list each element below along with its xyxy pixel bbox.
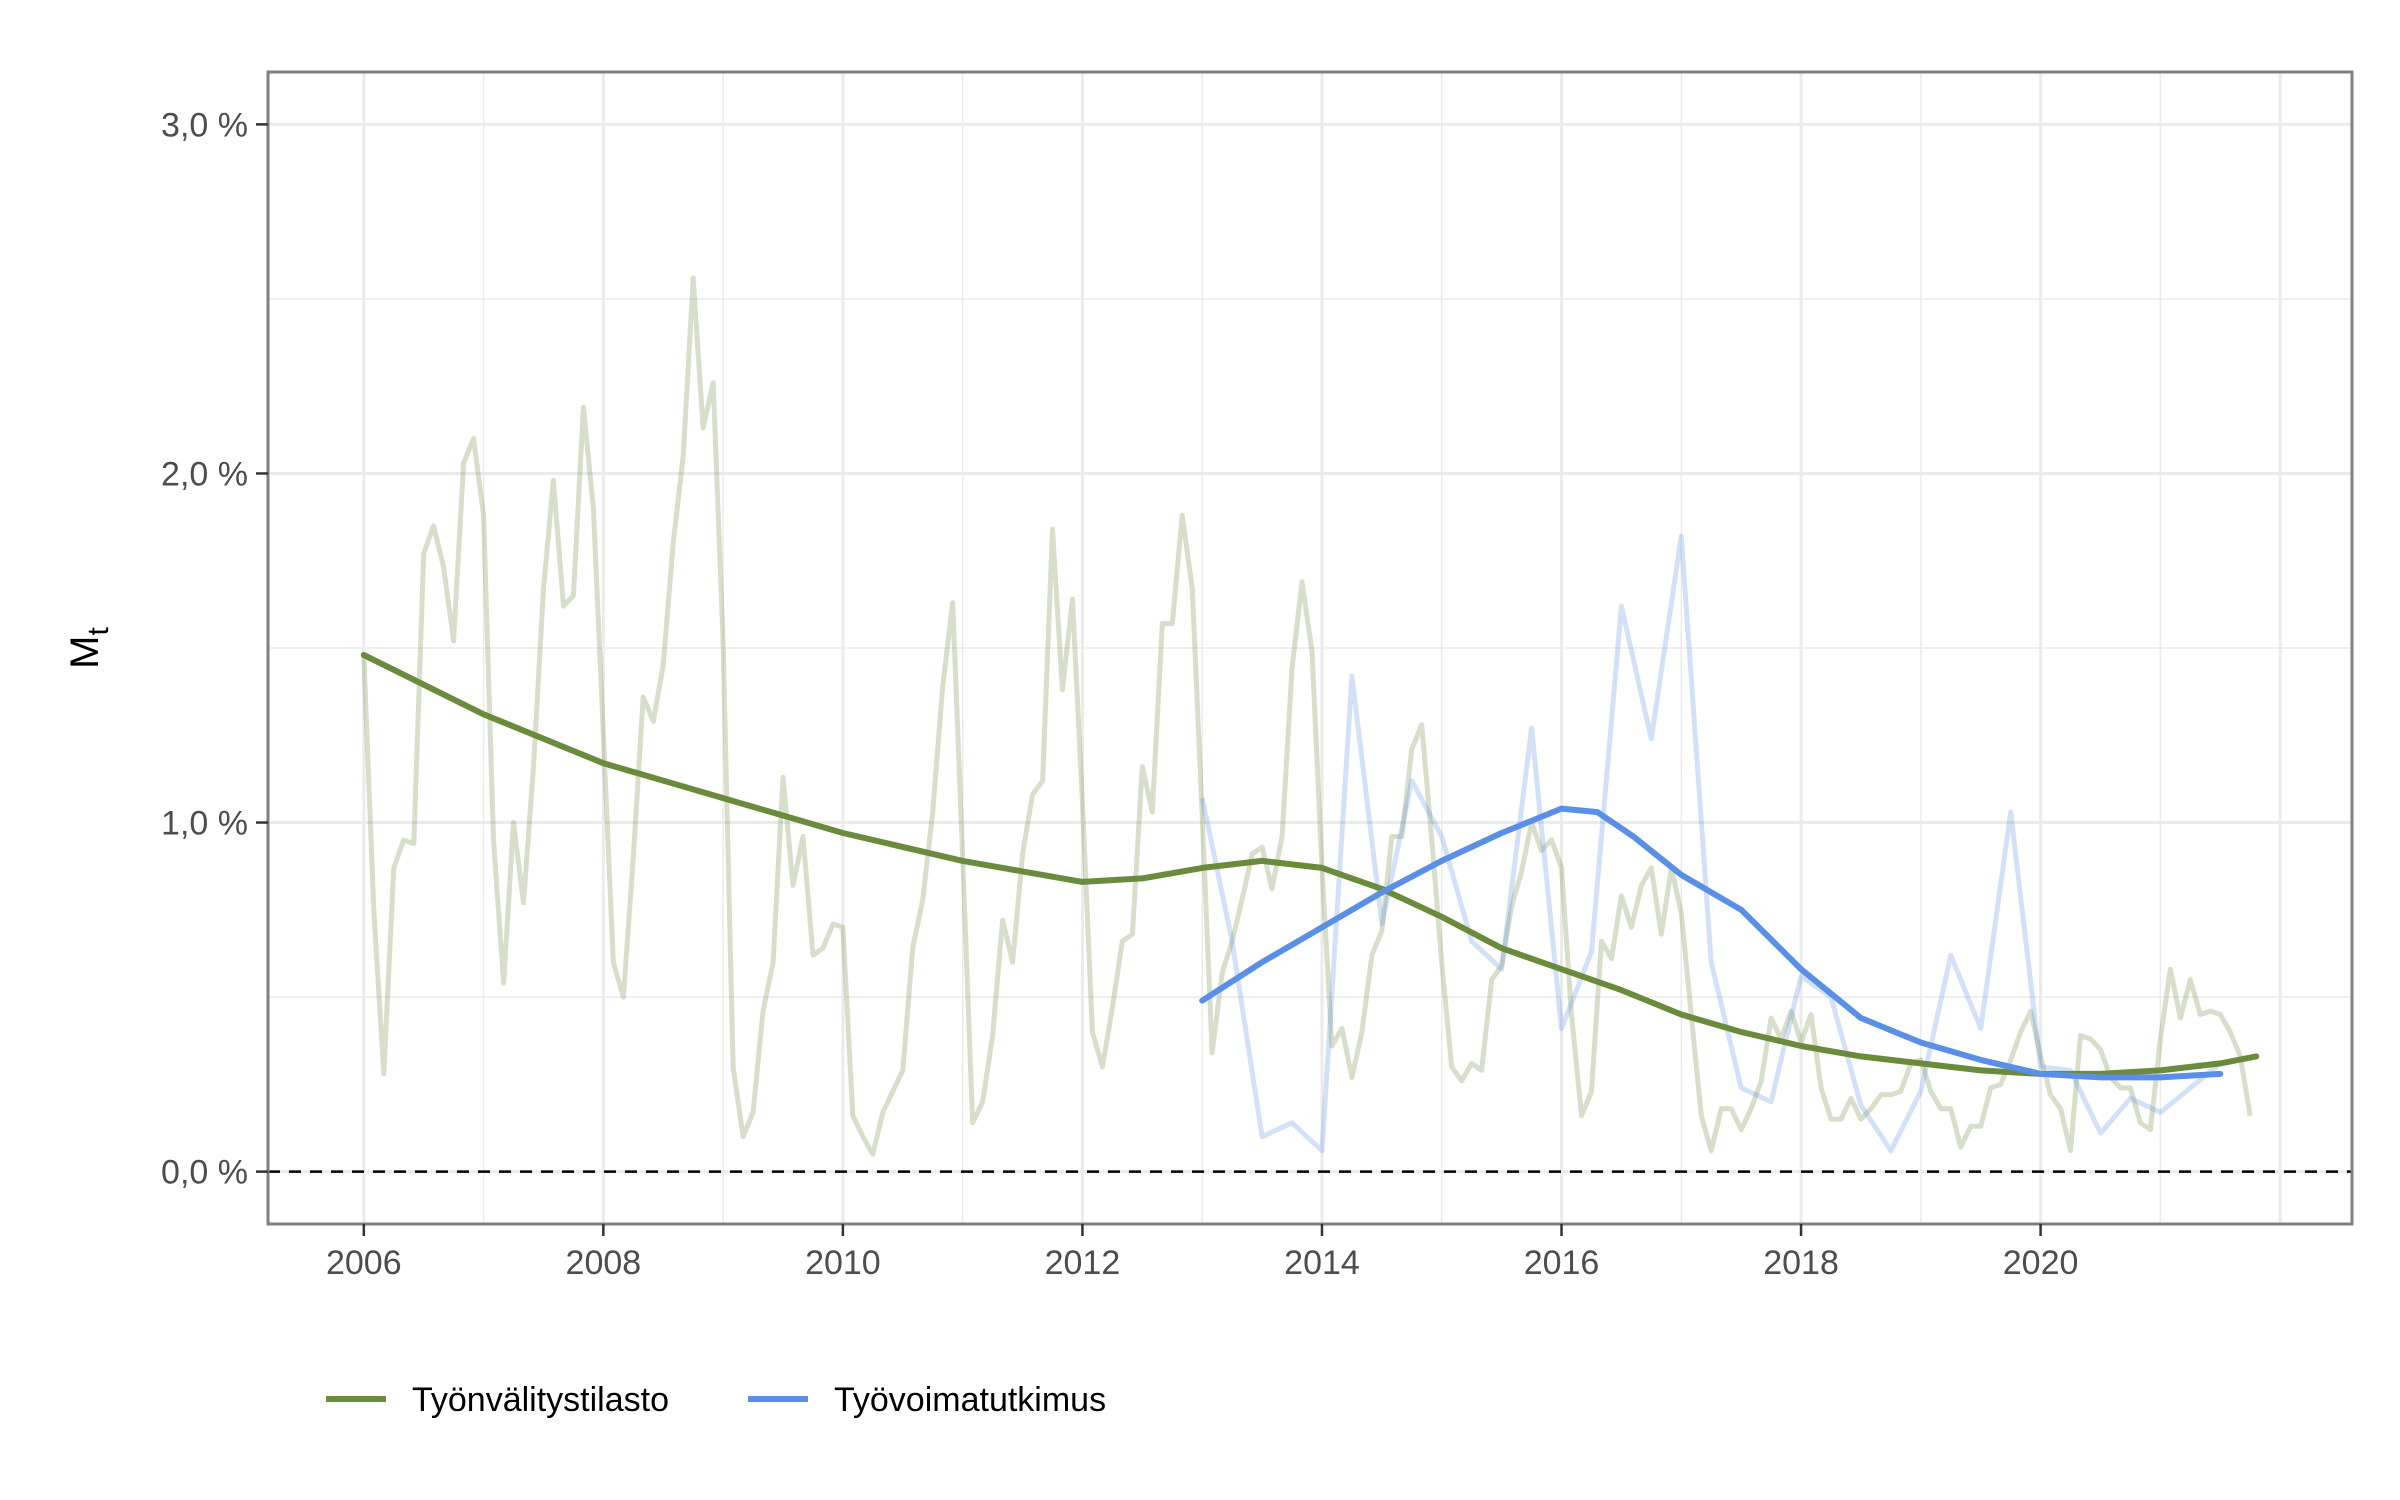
legend-label: Työvoimatutkimus — [834, 1381, 1106, 1419]
grid — [268, 72, 2352, 1224]
y-tick-label: 1,0 % — [161, 805, 248, 843]
y-axis: 0,0 % 1,0 % 2,0 % 3,0 % — [161, 106, 268, 1192]
y-tick-label: 2,0 % — [161, 455, 248, 493]
series-line-trend — [360, 652, 2260, 1077]
legend-label: Työnvälitystilasto — [412, 1381, 669, 1419]
raw-series-layer — [361, 275, 2253, 1157]
x-axis: 2006 2008 2010 2012 2014 2016 2018 2020 — [326, 1224, 2078, 1282]
series-line-raw — [1199, 533, 2222, 1154]
x-tick-label: 2006 — [326, 1244, 402, 1282]
panel-border — [266, 70, 2354, 1226]
x-tick-label: 2008 — [566, 1244, 642, 1282]
y-axis-title-main: M — [63, 636, 107, 669]
x-tick-label: 2018 — [1763, 1244, 1839, 1282]
x-tick-label: 2012 — [1045, 1244, 1121, 1282]
legend: Työnvälitystilasto Työvoimatutkimus — [326, 1381, 1106, 1419]
y-axis-title-subscript: t — [82, 627, 115, 636]
x-tick-label: 2010 — [805, 1244, 881, 1282]
x-tick-label: 2014 — [1284, 1244, 1360, 1282]
series-line-trend — [1199, 805, 2224, 1081]
trend-series-layer — [360, 652, 2260, 1081]
x-tick-label: 2020 — [2003, 1244, 2079, 1282]
series-line-raw — [361, 275, 2253, 1157]
x-tick-label: 2016 — [1524, 1244, 1600, 1282]
y-axis-title: Mt — [63, 627, 115, 669]
y-tick-label: 0,0 % — [161, 1154, 248, 1192]
y-tick-label: 3,0 % — [161, 106, 248, 144]
